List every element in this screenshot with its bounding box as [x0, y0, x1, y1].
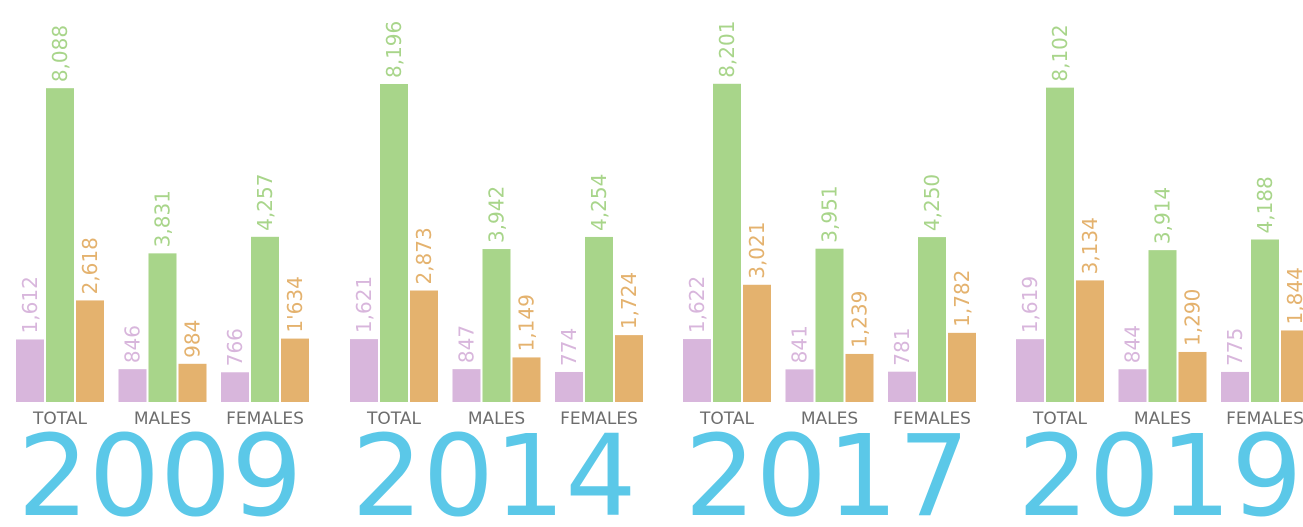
bar: [512, 357, 541, 402]
value-label: 2,618: [78, 237, 102, 294]
value-label: 4,254: [587, 174, 611, 231]
value-label: 1,724: [617, 272, 641, 329]
value-label: 841: [788, 325, 812, 363]
bar: [76, 300, 104, 402]
bar: [16, 339, 44, 402]
value-label: 4,257: [253, 174, 277, 231]
bar: [1178, 351, 1207, 402]
value-label: 1'634: [283, 276, 307, 332]
bar: [888, 371, 916, 402]
category-label: MALES: [468, 409, 525, 429]
bar: [845, 353, 874, 402]
bar: [46, 88, 74, 402]
year-title: 2017: [684, 412, 969, 527]
value-label: 3,831: [151, 190, 175, 247]
bar: [1281, 330, 1303, 402]
value-label: 846: [121, 325, 145, 363]
bar: [1251, 239, 1279, 402]
bar: [555, 371, 583, 402]
bar: [380, 83, 408, 402]
bar: [410, 290, 438, 402]
value-label: 8,102: [1048, 24, 1072, 81]
bar: [221, 372, 249, 402]
value-label: 774: [557, 328, 581, 366]
category-label: FEMALES: [560, 409, 638, 429]
category-label: MALES: [1134, 409, 1191, 429]
category-label: FEMALES: [1226, 409, 1303, 429]
category-label: TOTAL: [699, 409, 754, 429]
value-label: 781: [890, 328, 914, 366]
bar: [251, 236, 279, 402]
value-label: 1,290: [1181, 289, 1205, 346]
value-label: 1,621: [352, 276, 376, 333]
category-label: FEMALES: [893, 409, 971, 429]
category-label: TOTAL: [32, 409, 87, 429]
category-label: TOTAL: [366, 409, 421, 429]
bar: [815, 248, 844, 402]
bar: [452, 369, 481, 402]
bar: [482, 249, 511, 402]
bar: [281, 338, 309, 402]
bar: [1118, 369, 1147, 402]
bar: [948, 332, 976, 402]
year-title: 2019: [1017, 412, 1302, 527]
value-label: 1,844: [1283, 267, 1303, 324]
value-label: 1,612: [18, 276, 42, 333]
bar: [350, 339, 378, 402]
bar: [1016, 339, 1044, 402]
value-label: 1,619: [1018, 276, 1042, 333]
bar: [118, 369, 147, 402]
year-title: 2014: [351, 412, 636, 527]
bar: [918, 237, 946, 402]
bar: [1221, 371, 1249, 402]
value-label: 3,951: [818, 185, 842, 242]
bar: [615, 335, 643, 402]
value-label: 8,201: [715, 21, 739, 78]
value-label: 1,149: [515, 294, 539, 351]
bar: [713, 83, 741, 402]
value-label: 4,250: [920, 174, 944, 231]
value-label: 844: [1121, 325, 1145, 363]
value-label: 3,021: [745, 222, 769, 279]
value-label: 1,622: [685, 276, 709, 333]
year-title: 2009: [17, 412, 302, 527]
category-label: MALES: [134, 409, 191, 429]
value-label: 766: [223, 328, 247, 366]
bar: [585, 236, 613, 402]
value-label: 3,134: [1078, 217, 1102, 274]
bar: [683, 339, 711, 402]
value-label: 3,914: [1151, 187, 1175, 244]
value-label: 8,196: [382, 21, 406, 78]
category-label: FEMALES: [226, 409, 304, 429]
value-label: 1,239: [848, 291, 872, 348]
bar: [1046, 87, 1074, 403]
value-label: 984: [181, 320, 205, 358]
category-label: MALES: [801, 409, 858, 429]
value-label: 847: [455, 325, 479, 363]
bar: [148, 253, 177, 402]
bar: [743, 284, 771, 402]
value-label: 1,782: [950, 270, 974, 327]
value-label: 4,188: [1253, 176, 1277, 233]
category-label: TOTAL: [1032, 409, 1087, 429]
value-label: 3,942: [485, 186, 509, 243]
bar: [1148, 250, 1177, 402]
value-label: 8,088: [48, 25, 72, 82]
bar: [785, 369, 814, 402]
bar: [1076, 280, 1104, 402]
value-label: 775: [1223, 328, 1247, 366]
bar: [178, 363, 207, 402]
value-label: 2,873: [412, 227, 436, 284]
